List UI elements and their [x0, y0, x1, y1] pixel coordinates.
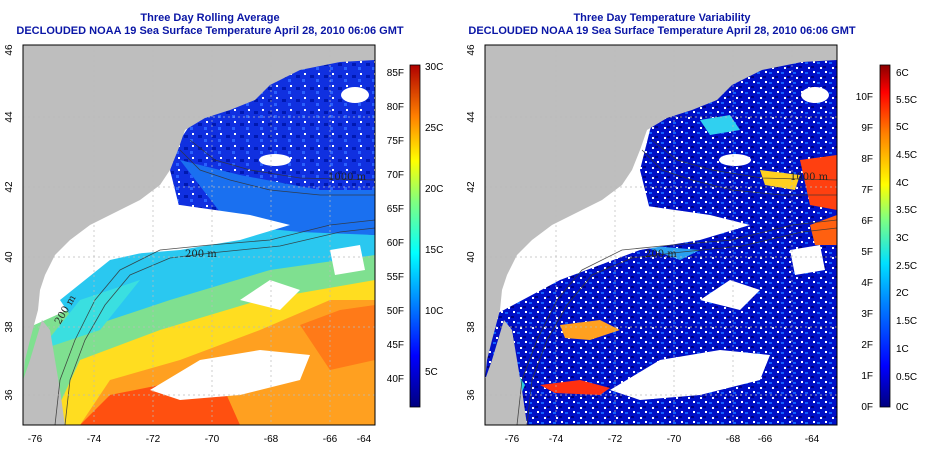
right-y-tick: 46: [466, 44, 477, 56]
right-y-tick: 44: [466, 111, 477, 123]
left-map: [23, 45, 375, 425]
left-x-tick: -66: [323, 434, 338, 445]
colorbar-label: 85F: [387, 68, 404, 79]
colorbar-label: 40F: [387, 374, 404, 385]
right-y-tick: 40: [466, 251, 477, 263]
colorbar-label: 15C: [425, 245, 443, 256]
left-title-line1: Three Day Rolling Average: [140, 12, 280, 24]
colorbar-label: 80F: [387, 102, 404, 113]
left-x-tick: -76: [28, 434, 43, 445]
colorbar-label: 25C: [425, 123, 443, 134]
right-colorbar-c-labels: 6C 5.5C 5C 4.5C 4C 3.5C 3C 2.5C 2C 1.5C …: [896, 68, 917, 413]
right-y-tick: 42: [466, 181, 477, 193]
right-map: [485, 45, 837, 425]
left-y-tick: 38: [4, 321, 15, 333]
left-x-tick: -68: [264, 434, 279, 445]
colorbar-label: 75F: [387, 136, 404, 147]
left-colorbar-c-labels: 30C 25C 20C 15C 10C 5C: [425, 62, 443, 378]
colorbar-label: 2F: [861, 340, 873, 351]
colorbar-label: 45F: [387, 340, 404, 351]
colorbar-label: 2C: [896, 288, 909, 299]
right-x-tick: -74: [549, 434, 564, 445]
left-x-tick: -74: [87, 434, 102, 445]
colorbar-label: 9F: [861, 123, 873, 134]
right-x-axis: -76 -74 -72 -70 -68 -66 -64: [505, 434, 820, 445]
colorbar-label: 30C: [425, 62, 443, 73]
colorbar-label: 8F: [861, 154, 873, 165]
colorbar-label: 5C: [425, 367, 438, 378]
colorbar-label: 60F: [387, 238, 404, 249]
left-map-frame: [22, 44, 376, 426]
left-y-axis: 36 38 40 42 44 46: [4, 44, 15, 401]
colorbar-label: 6C: [896, 68, 909, 79]
colorbar-label: 6F: [861, 216, 873, 227]
colorbar-label: 1.5C: [896, 316, 917, 327]
right-x-tick: -68: [726, 434, 741, 445]
right-title-line1: Three Day Temperature Variability: [573, 12, 751, 24]
colorbar-label: 3C: [896, 233, 909, 244]
colorbar-label: 4F: [861, 278, 873, 289]
right-x-tick: -64: [805, 434, 820, 445]
colorbar-label: 3F: [861, 309, 873, 320]
left-colorbar-f-labels: 85F 80F 75F 70F 65F 60F 55F 50F 45F 40F: [387, 68, 404, 385]
right-contour-label-200m: 200 m: [645, 249, 677, 260]
right-x-tick: -76: [505, 434, 520, 445]
colorbar-label: 55F: [387, 272, 404, 283]
colorbar-label: 3.5C: [896, 205, 917, 216]
right-y-tick: 38: [466, 321, 477, 333]
left-colorbar: [409, 64, 421, 408]
right-contour-label-1000m: 1000 m: [790, 172, 829, 183]
colorbar-label: 0F: [861, 402, 873, 413]
colorbar-label: 0.5C: [896, 372, 917, 383]
colorbar-label: 7F: [861, 185, 873, 196]
colorbar-label: 10C: [425, 306, 443, 317]
colorbar-label: 5.5C: [896, 95, 917, 106]
left-y-tick: 36: [4, 389, 15, 401]
colorbar-label: 50F: [387, 306, 404, 317]
right-title-line2: DECLOUDED NOAA 19 Sea Surface Temperatur…: [468, 25, 856, 37]
right-panel-title: Three Day Temperature Variability DECLOU…: [452, 12, 872, 38]
left-y-tick: 44: [4, 111, 15, 123]
colorbar-label: 5F: [861, 247, 873, 258]
left-y-tick: 40: [4, 251, 15, 263]
right-y-tick: 36: [466, 389, 477, 401]
right-colorbar-f-labels: 10F 9F 8F 7F 6F 5F 4F 3F 2F 1F 0F: [856, 92, 873, 413]
colorbar-label: 20C: [425, 184, 443, 195]
right-map-frame: [484, 44, 838, 426]
left-y-tick: 42: [4, 181, 15, 193]
colorbar-label: 1C: [896, 344, 909, 355]
colorbar-label: 70F: [387, 170, 404, 181]
colorbar-label: 4C: [896, 178, 909, 189]
colorbar-label: 0C: [896, 402, 909, 413]
colorbar-label: 65F: [387, 204, 404, 215]
left-x-tick: -70: [205, 434, 220, 445]
right-x-tick: -66: [758, 434, 773, 445]
left-x-axis: -76 -74 -72 -70 -68 -66 -64: [28, 434, 372, 445]
left-x-tick: -64: [357, 434, 372, 445]
left-contour-label-200m: 200 m: [185, 249, 217, 260]
colorbar-label: 4.5C: [896, 150, 917, 161]
colorbar-label: 10F: [856, 92, 873, 103]
right-x-tick: -72: [608, 434, 623, 445]
right-y-axis: 36 38 40 42 44 46: [466, 44, 477, 401]
colorbar-label: 5C: [896, 122, 909, 133]
colorbar-label: 1F: [861, 371, 873, 382]
right-x-tick: -70: [667, 434, 682, 445]
colorbar-label: 2.5C: [896, 261, 917, 272]
left-title-line2: DECLOUDED NOAA 19 Sea Surface Temperatur…: [16, 25, 404, 37]
left-y-tick: 46: [4, 44, 15, 56]
left-panel-title: Three Day Rolling Average DECLOUDED NOAA…: [0, 12, 420, 38]
right-colorbar: [879, 64, 891, 408]
left-contour-label-1000m: 1000 m: [328, 172, 367, 183]
left-x-tick: -72: [146, 434, 161, 445]
